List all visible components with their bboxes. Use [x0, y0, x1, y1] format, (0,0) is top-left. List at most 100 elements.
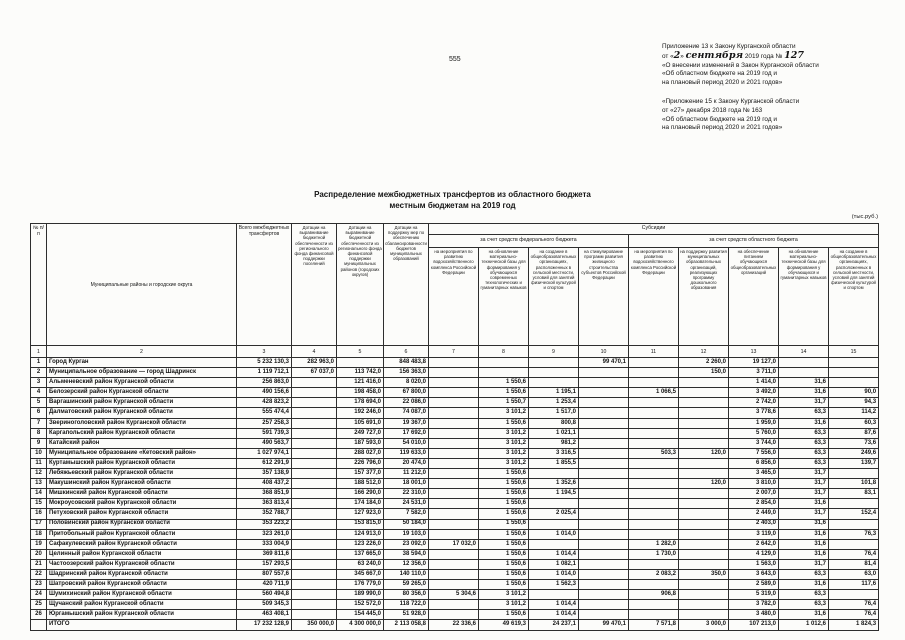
municipality-name: Петуховский район Курганской области	[46, 508, 237, 520]
value-cell: 81,4	[827, 558, 880, 570]
value-cell: 76,4	[827, 609, 880, 621]
value-cell	[428, 377, 479, 389]
value-cell: 152 572,0	[336, 599, 384, 611]
value-cell: 63,3	[778, 599, 829, 611]
col-number: 5	[336, 345, 384, 358]
annex-line: на плановый период 2020 и 2021 годов»	[662, 124, 783, 132]
value-cell: 3 480,0	[728, 609, 779, 621]
annex-line: «О внесении изменений в Закон Курганской…	[662, 61, 819, 69]
value-cell: 31,7	[778, 488, 829, 500]
value-cell	[428, 609, 479, 621]
annex-line-date: от «2» сентября 2019 года № 127	[662, 49, 890, 62]
value-cell	[578, 498, 629, 510]
value-cell: 2 854,0	[728, 498, 779, 510]
value-cell	[428, 447, 479, 459]
value-cell: 1 550,6	[478, 538, 529, 550]
value-cell	[827, 589, 880, 601]
value-cell: 19 367,0	[383, 417, 429, 429]
total-label: ИТОГО	[46, 619, 237, 631]
col-header-name: Муниципальные районы и городские округа	[46, 223, 237, 346]
value-cell	[678, 609, 729, 621]
value-cell: 1 282,0	[628, 538, 679, 550]
value-cell	[428, 548, 479, 560]
table-row: 25 Щучанский район Курганской области 509 …	[30, 599, 880, 611]
subsidy-col-header: на создание в общеобразовательных органи…	[528, 247, 579, 346]
annex-line: от «27» декабря 2018 года № 163	[662, 106, 763, 114]
row-number: 10	[30, 447, 47, 459]
value-cell: 5 232 130,3	[236, 356, 292, 369]
value-cell: 49 619,3	[478, 619, 529, 631]
value-cell: 17 692,0	[383, 427, 429, 439]
value-cell	[528, 589, 579, 601]
row-number: 2	[30, 367, 47, 379]
col-header-regional-funds: за счет средств областного бюджета	[627, 234, 880, 248]
value-cell	[528, 367, 579, 379]
value-cell	[678, 488, 729, 500]
value-cell: 31,7	[778, 468, 829, 480]
value-cell: 2 642,0	[728, 538, 779, 550]
value-cell	[478, 356, 529, 369]
value-cell: 3 101,2	[478, 407, 529, 419]
row-number: 20	[30, 548, 47, 560]
value-cell: 428 823,2	[236, 397, 292, 409]
value-cell	[678, 427, 729, 439]
value-cell	[578, 579, 629, 591]
value-cell: 249,6	[827, 447, 880, 459]
value-cell: 369 811,6	[236, 548, 292, 560]
value-cell: 187 593,0	[336, 437, 384, 449]
value-cell	[678, 589, 729, 601]
value-cell: 1 959,0	[728, 417, 779, 429]
value-cell	[291, 528, 337, 540]
value-cell: 157 293,5	[236, 558, 292, 570]
value-cell: 3 711,0	[728, 367, 779, 379]
col-header-dotation-districts: Дотации на выравнивание бюджетной обеспе…	[336, 223, 384, 346]
value-cell	[578, 528, 629, 540]
value-cell: 490 156,6	[236, 387, 292, 399]
value-cell	[827, 498, 880, 510]
value-cell: 1 550,6	[478, 417, 529, 429]
value-cell	[827, 538, 880, 550]
table-row: 2 Муниципальное образование — город Шадри…	[30, 367, 880, 379]
col-header-num: № п/п	[30, 223, 47, 346]
subsidy-col-header: на мероприятия по развитию водохозяйстве…	[428, 247, 479, 346]
handwritten-month: сентября	[685, 49, 744, 61]
value-cell: 63,3	[778, 407, 829, 419]
value-cell: 63 240,0	[336, 558, 384, 570]
value-cell	[628, 488, 679, 500]
value-cell	[628, 457, 679, 470]
value-cell: 1 855,5	[528, 457, 579, 470]
value-cell: 150,0	[678, 367, 729, 379]
row-number: 9	[30, 437, 47, 449]
value-cell	[291, 387, 337, 399]
value-cell	[778, 356, 829, 369]
value-cell: 60,3	[827, 417, 880, 429]
value-cell: 591 739,3	[236, 427, 292, 439]
row-number: 23	[30, 579, 47, 591]
row-number: 3	[30, 377, 47, 389]
value-cell	[428, 528, 479, 540]
value-cell: 1 021,1	[528, 427, 579, 439]
subsidy-col-header: на обновление материально-технической ба…	[778, 247, 829, 346]
value-cell: 3 316,5	[528, 447, 579, 459]
value-cell: 11 212,0	[383, 468, 429, 480]
municipality-name: Муниципальное образование «Кетовский рай…	[46, 447, 237, 459]
value-cell: 31,7	[778, 558, 829, 570]
value-cell: 107 213,0	[728, 619, 779, 631]
value-cell: 176 779,0	[336, 579, 384, 591]
value-cell: 2 025,4	[528, 508, 579, 520]
total-row: ИТОГО 17 232 128,9 350 000,0 4 300 000,0 2 1…	[30, 619, 880, 631]
value-cell: 20 474,0	[383, 457, 429, 470]
value-cell: 1 014,0	[528, 528, 579, 540]
row-number: 7	[30, 417, 47, 429]
value-cell: 3 101,2	[478, 437, 529, 449]
value-cell	[528, 356, 579, 369]
value-cell: 1 195,1	[528, 387, 579, 399]
value-cell: 174 184,0	[336, 498, 384, 510]
col-number: 14	[778, 345, 829, 358]
value-cell: 1 027 974,1	[236, 447, 292, 459]
value-cell: 2 260,0	[678, 356, 729, 369]
page-number: 555	[449, 56, 461, 63]
value-cell: 368 851,9	[236, 488, 292, 500]
value-cell	[528, 518, 579, 530]
value-cell: 121 416,0	[336, 377, 384, 389]
